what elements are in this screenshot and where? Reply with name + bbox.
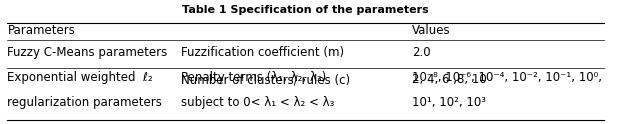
Text: Parameters: Parameters bbox=[8, 24, 76, 37]
Text: regularization parameters: regularization parameters bbox=[8, 95, 163, 108]
Text: 2.0: 2.0 bbox=[412, 46, 431, 59]
Text: 10⁻⁸, 10⁻⁶, 10⁻⁴, 10⁻², 10⁻¹, 10⁰,: 10⁻⁸, 10⁻⁶, 10⁻⁴, 10⁻², 10⁻¹, 10⁰, bbox=[412, 71, 602, 84]
Text: 10¹, 10², 10³: 10¹, 10², 10³ bbox=[412, 95, 486, 108]
Text: Values: Values bbox=[412, 24, 451, 37]
Text: 2, 4, 6 ,8, 10: 2, 4, 6 ,8, 10 bbox=[412, 73, 487, 86]
Text: Exponential weighted  ℓ₂: Exponential weighted ℓ₂ bbox=[8, 71, 153, 84]
Text: Fuzzification coefficient (m): Fuzzification coefficient (m) bbox=[181, 46, 344, 59]
Text: Penalty terms (λ₁, λ₂, λ₃): Penalty terms (λ₁, λ₂, λ₃) bbox=[181, 71, 326, 84]
Text: subject to 0< λ₁ < λ₂ < λ₃: subject to 0< λ₁ < λ₂ < λ₃ bbox=[181, 95, 334, 108]
Text: Fuzzy C-Means parameters: Fuzzy C-Means parameters bbox=[8, 46, 168, 59]
Text: Number of clusters/ rules (c): Number of clusters/ rules (c) bbox=[181, 73, 350, 86]
Text: Table 1 Specification of the parameters: Table 1 Specification of the parameters bbox=[182, 5, 429, 15]
